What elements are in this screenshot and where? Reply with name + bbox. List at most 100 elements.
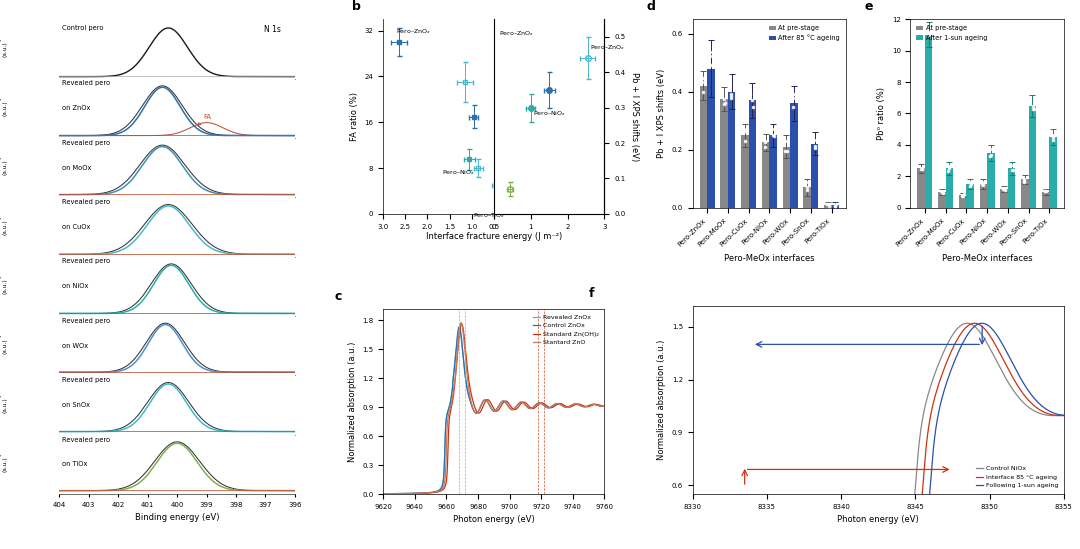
Interface 85 °C ageing — [1057, 412, 1070, 419]
Y-axis label: Intensity
(a.u.): Intensity (a.u.) — [0, 155, 8, 181]
Bar — [987, 153, 995, 208]
Control ZnOx — [377, 490, 390, 497]
Bar — [1000, 189, 1008, 208]
Revealed ZnOx — [377, 490, 390, 497]
Point — [1003, 165, 1021, 174]
Point — [764, 125, 781, 134]
Control ZnOx — [388, 490, 401, 497]
Text: Revealed pero: Revealed pero — [62, 139, 110, 145]
Point — [954, 192, 971, 201]
Line: Following 1-sun ageing: Following 1-sun ageing — [692, 323, 1064, 549]
Y-axis label: Intensity
(a.u.): Intensity (a.u.) — [0, 452, 8, 477]
Bar — [700, 86, 707, 208]
Revealed ZnOx — [485, 404, 498, 411]
Line: Standard Zn(OH)₂: Standard Zn(OH)₂ — [383, 324, 605, 494]
Point — [786, 93, 804, 102]
Point — [756, 138, 773, 147]
Revealed ZnOx — [551, 400, 564, 407]
Y-axis label: Normalized absorption (a.u.): Normalized absorption (a.u.) — [348, 341, 356, 462]
Text: Revealed pero: Revealed pero — [62, 80, 110, 86]
Point — [1038, 187, 1055, 195]
Point — [798, 186, 815, 194]
Standard Zn(OH)₂ — [592, 401, 605, 408]
Point — [941, 162, 958, 171]
Point — [764, 131, 781, 139]
Point — [797, 178, 814, 187]
Text: Pero–ZnO$_x$: Pero–ZnO$_x$ — [590, 43, 624, 52]
Control NiOx — [1047, 412, 1059, 419]
Point — [934, 188, 951, 197]
Text: d: d — [647, 1, 656, 13]
Point — [826, 201, 843, 210]
Bar — [917, 169, 924, 208]
Point — [723, 92, 740, 100]
Point — [983, 145, 1000, 154]
Point — [1044, 132, 1062, 141]
Point — [778, 147, 795, 155]
Stantard ZnO — [592, 402, 605, 409]
X-axis label: Pero-MeOx interfaces: Pero-MeOx interfaces — [724, 254, 814, 263]
Bar — [824, 205, 832, 208]
Following 1-sun ageing — [1047, 410, 1059, 416]
Point — [962, 178, 980, 187]
Y-axis label: Pb + I XPS shifts (eV): Pb + I XPS shifts (eV) — [631, 72, 639, 161]
Line: Revealed ZnOx: Revealed ZnOx — [383, 331, 605, 494]
Point — [696, 78, 713, 87]
Point — [785, 90, 802, 99]
Point — [995, 185, 1012, 194]
Standard Zn(OH)₂ — [388, 490, 401, 497]
Point — [703, 61, 720, 70]
Point — [779, 137, 796, 145]
Point — [1025, 105, 1042, 114]
Y-axis label: Pb⁰ ratio (%): Pb⁰ ratio (%) — [877, 87, 887, 140]
Y-axis label: Intensity
(a.u.): Intensity (a.u.) — [0, 273, 8, 299]
Legend: At pre-stage, After 1-sun ageing: At pre-stage, After 1-sun ageing — [914, 23, 990, 43]
Standard Zn(OH)₂ — [455, 321, 468, 327]
Point — [919, 27, 936, 36]
Point — [1044, 136, 1062, 144]
Point — [694, 74, 712, 82]
Bar — [761, 142, 769, 208]
Stantard ZnO — [377, 490, 390, 497]
Text: b: b — [352, 0, 361, 13]
Text: Pero–ZnO$_x$: Pero–ZnO$_x$ — [499, 29, 535, 38]
Control ZnOx — [592, 402, 605, 409]
Control NiOx — [1057, 412, 1070, 418]
Interface 85 °C ageing — [968, 320, 981, 327]
Text: on CuOx: on CuOx — [62, 224, 90, 230]
Bar — [924, 35, 932, 208]
Point — [807, 142, 824, 150]
Text: f: f — [589, 287, 594, 300]
Point — [737, 127, 754, 136]
Point — [1015, 176, 1032, 185]
Control ZnOx — [453, 323, 465, 330]
Y-axis label: Intensity
(a.u.): Intensity (a.u.) — [0, 333, 8, 358]
Revealed ZnOx — [592, 402, 605, 408]
Standard Zn(OH)₂ — [377, 490, 390, 497]
Point — [914, 164, 931, 173]
Line: Control NiOx: Control NiOx — [692, 323, 1064, 549]
Point — [818, 199, 835, 208]
Point — [777, 147, 794, 155]
Point — [974, 180, 991, 189]
Legend: At pre-stage, After 85 °C ageing: At pre-stage, After 85 °C ageing — [767, 23, 842, 44]
Point — [807, 144, 824, 153]
Bar — [748, 100, 756, 208]
Stantard ZnO — [485, 405, 498, 411]
Y-axis label: Intensity
(a.u.): Intensity (a.u.) — [0, 36, 8, 61]
Control ZnOx — [478, 396, 491, 403]
Text: Revealed pero: Revealed pero — [62, 377, 110, 383]
Point — [914, 164, 931, 172]
Point — [723, 94, 740, 103]
Stantard ZnO — [478, 396, 491, 403]
Stantard ZnO — [592, 402, 605, 408]
Text: Interface fracture energy (J m⁻²): Interface fracture energy (J m⁻²) — [426, 232, 562, 240]
Legend: Control NiOx, Interface 85 °C ageing, Following 1-sun ageing: Control NiOx, Interface 85 °C ageing, Fo… — [973, 463, 1061, 491]
Point — [701, 48, 718, 57]
Bar — [728, 92, 735, 208]
Point — [973, 180, 990, 188]
Bar — [783, 147, 791, 208]
Point — [955, 192, 972, 200]
Following 1-sun ageing — [975, 320, 988, 327]
Text: FA: FA — [198, 114, 212, 125]
